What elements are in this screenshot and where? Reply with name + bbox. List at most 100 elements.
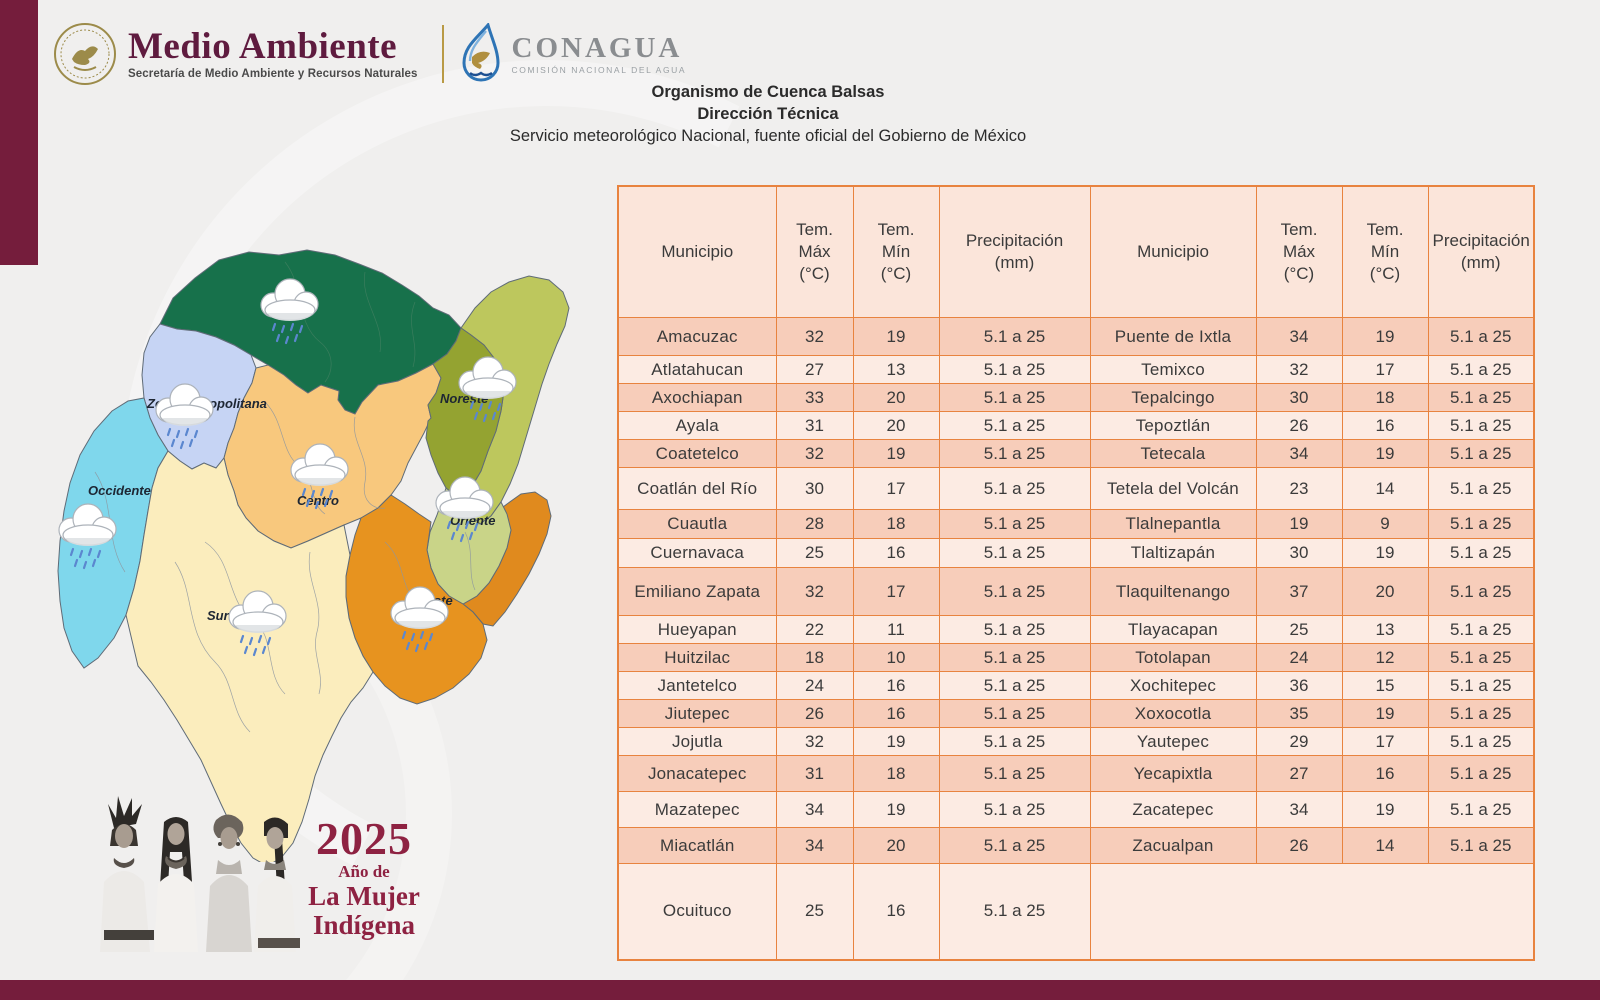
temp-min-cell: 19 xyxy=(1341,317,1429,356)
table-row: Jojutla 32 19 5.1 a 25 Yautepec 29 17 5.1 a 25 xyxy=(617,727,1535,756)
precipitation-cell: 5.1 a 25 xyxy=(938,755,1091,792)
precipitation-cell: 5.1 a 25 xyxy=(938,439,1091,468)
temp-min-cell: 18 xyxy=(852,509,940,539)
precipitation-cell: 5.1 a 25 xyxy=(1427,727,1535,756)
temp-min-cell: 12 xyxy=(1341,643,1429,672)
precipitation-cell: 5.1 a 25 xyxy=(938,827,1091,864)
municipality-cell: Atlatahucan xyxy=(617,355,777,384)
column-header: Tem. Mín (°C) xyxy=(1341,185,1429,318)
municipality-cell: Totolapan xyxy=(1089,643,1257,672)
title-servicio: Servicio meteorológico Nacional, fuente … xyxy=(509,127,1027,145)
temp-min-cell: 20 xyxy=(1341,567,1429,616)
precipitation-cell: 5.1 a 25 xyxy=(1427,567,1535,616)
precipitation-cell: 5.1 a 25 xyxy=(938,509,1091,539)
temp-min-cell: 20 xyxy=(852,383,940,412)
column-header: Precipitación (mm) xyxy=(938,185,1091,318)
morelos-region-map: Zona Metropolitana Occidente Centro Nore… xyxy=(55,242,595,867)
precipitation-cell: 5.1 a 25 xyxy=(938,791,1091,828)
temp-min-cell: 19 xyxy=(1341,439,1429,468)
table-row: Jantetelco 24 16 5.1 a 25 Xochitepec 36 15 5.1 … xyxy=(617,671,1535,700)
table-row: Ocuituco 25 16 5.1 a 25 xyxy=(617,863,1535,960)
table-row: Mazatepec 34 19 5.1 a 25 Zacatepec 34 19 5.1 a … xyxy=(617,791,1535,828)
precipitation-cell: 5.1 a 25 xyxy=(1427,439,1535,468)
table-row: Huitzilac 18 10 5.1 a 25 Totolapan 24 12 5.1 a … xyxy=(617,643,1535,672)
precipitation-cell: 5.1 a 25 xyxy=(1427,355,1535,384)
temp-max-cell: 24 xyxy=(1255,643,1343,672)
temp-min-cell: 17 xyxy=(852,467,940,510)
precipitation-cell: 5.1 a 25 xyxy=(1427,791,1535,828)
temp-max-cell: 26 xyxy=(775,699,854,728)
table-row: Hueyapan 22 11 5.1 a 25 Tlayacapan 25 13 5.1 a … xyxy=(617,615,1535,644)
municipality-cell: Yecapixtla xyxy=(1089,755,1257,792)
temp-min-cell: 18 xyxy=(1341,383,1429,412)
logo-divider xyxy=(441,25,444,83)
temp-min-cell: 17 xyxy=(852,567,940,616)
temp-max-cell: 28 xyxy=(775,509,854,539)
municipality-cell: Mazatepec xyxy=(617,791,777,828)
temp-min-cell: 20 xyxy=(852,411,940,440)
temp-max-cell: 26 xyxy=(1255,411,1343,440)
precipitation-cell: 5.1 a 25 xyxy=(938,727,1091,756)
temp-max-cell: 32 xyxy=(775,567,854,616)
municipality-cell: Ocuituco xyxy=(617,863,777,960)
label-sur: Sur xyxy=(207,608,230,623)
precipitation-cell: 5.1 a 25 xyxy=(938,355,1091,384)
brand-header: Medio Ambiente Secretaría de Medio Ambie… xyxy=(52,14,686,94)
left-accent-bar xyxy=(0,0,38,265)
temp-min-cell: 16 xyxy=(1341,755,1429,792)
temp-max-cell: 19 xyxy=(1255,509,1343,539)
precipitation-cell: 5.1 a 25 xyxy=(1427,467,1535,510)
temp-min-cell: 11 xyxy=(852,615,940,644)
temp-max-cell: 18 xyxy=(775,643,854,672)
municipality-cell: Tepalcingo xyxy=(1089,383,1257,412)
label-occidente: Occidente xyxy=(88,483,151,498)
table-row: Cuautla 28 18 5.1 a 25 Tlalnepantla 19 9 5.1 a … xyxy=(617,509,1535,539)
municipality-cell: Emiliano Zapata xyxy=(617,567,777,616)
municipality-cell: Jojutla xyxy=(617,727,777,756)
precipitation-cell: 5.1 a 25 xyxy=(1427,699,1535,728)
temp-max-cell: 34 xyxy=(1255,791,1343,828)
temp-min-cell: 14 xyxy=(1341,467,1429,510)
municipality-cell: Tlaquiltenango xyxy=(1089,567,1257,616)
year-badge-line2: La Mujer xyxy=(308,881,420,911)
precipitation-cell: 5.1 a 25 xyxy=(938,615,1091,644)
column-header: Precipitación (mm) xyxy=(1427,185,1535,318)
municipality-cell: Axochiapan xyxy=(617,383,777,412)
municipality-cell: Coatetelco xyxy=(617,439,777,468)
municipality-cell: Yautepec xyxy=(1089,727,1257,756)
precipitation-cell: 5.1 a 25 xyxy=(938,383,1091,412)
medio-ambiente-subtitle: Secretaría de Medio Ambiente y Recursos … xyxy=(128,68,418,80)
table-row: Emiliano Zapata 32 17 5.1 a 25 Tlaquiltenang… xyxy=(617,567,1535,616)
municipality-cell: Tlayacapan xyxy=(1089,615,1257,644)
temp-max-cell: 32 xyxy=(775,727,854,756)
temp-max-cell: 35 xyxy=(1255,699,1343,728)
temp-min-cell: 19 xyxy=(1341,538,1429,568)
municipality-cell: Jonacatepec xyxy=(617,755,777,792)
temp-min-cell: 16 xyxy=(852,538,940,568)
year-badge-line3: Indígena xyxy=(312,910,416,940)
municipality-cell: Cuernavaca xyxy=(617,538,777,568)
year-badge-year: 2025 xyxy=(316,813,412,864)
temp-max-cell: 33 xyxy=(775,383,854,412)
temp-max-cell: 25 xyxy=(775,863,854,960)
temp-min-cell: 14 xyxy=(1341,827,1429,864)
municipality-cell: Cuautla xyxy=(617,509,777,539)
temp-max-cell: 34 xyxy=(775,827,854,864)
temp-max-cell: 37 xyxy=(1255,567,1343,616)
temp-min-cell: 19 xyxy=(1341,699,1429,728)
mexico-eagle-seal-icon xyxy=(54,23,116,85)
temp-min-cell: 16 xyxy=(852,863,940,960)
municipality-cell: Xochitepec xyxy=(1089,671,1257,700)
municipality-cell: Zacualpan xyxy=(1089,827,1257,864)
temp-max-cell: 32 xyxy=(775,317,854,356)
temp-min-cell: 19 xyxy=(1341,791,1429,828)
municipality-cell: Puente de Ixtla xyxy=(1089,317,1257,356)
temp-max-cell: 25 xyxy=(775,538,854,568)
temp-max-cell: 30 xyxy=(775,467,854,510)
table-row: Axochiapan 33 20 5.1 a 25 Tepalcingo 30 18 5.1 … xyxy=(617,383,1535,412)
precipitation-cell: 5.1 a 25 xyxy=(938,411,1091,440)
region-map-svg: Zona Metropolitana Occidente Centro Nore… xyxy=(57,249,570,867)
temp-max-cell: 25 xyxy=(1255,615,1343,644)
municipality-cell: Amacuzac xyxy=(617,317,777,356)
conagua-water-drop-icon xyxy=(462,23,500,82)
